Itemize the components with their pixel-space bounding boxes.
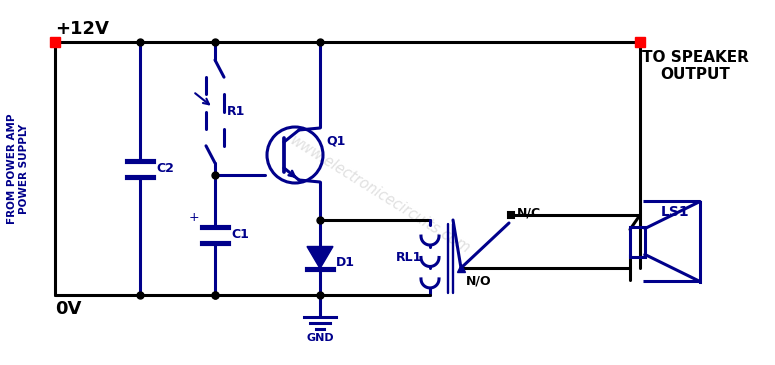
Text: TO SPEAKER
OUTPUT: TO SPEAKER OUTPUT [642, 50, 749, 82]
Text: www.electronicecircuits.com: www.electronicecircuits.com [287, 133, 473, 257]
Text: FROM POWER AMP
POWER SUPPLY: FROM POWER AMP POWER SUPPLY [7, 113, 29, 224]
Polygon shape [307, 246, 333, 269]
Bar [630, 227, 645, 257]
Text: N/C: N/C [517, 207, 541, 219]
Text: Q1: Q1 [326, 135, 346, 148]
Text: D1: D1 [336, 256, 355, 269]
Text: C2: C2 [156, 162, 174, 175]
Text: N/O: N/O [466, 275, 491, 288]
Text: LS1: LS1 [660, 204, 689, 219]
Text: GND: GND [306, 333, 334, 343]
Text: +12V: +12V [55, 20, 109, 38]
Text: +: + [188, 211, 199, 224]
Text: R1: R1 [227, 105, 246, 118]
Text: 0V: 0V [55, 300, 81, 318]
Text: RL1: RL1 [395, 251, 422, 264]
Text: C1: C1 [231, 228, 249, 242]
